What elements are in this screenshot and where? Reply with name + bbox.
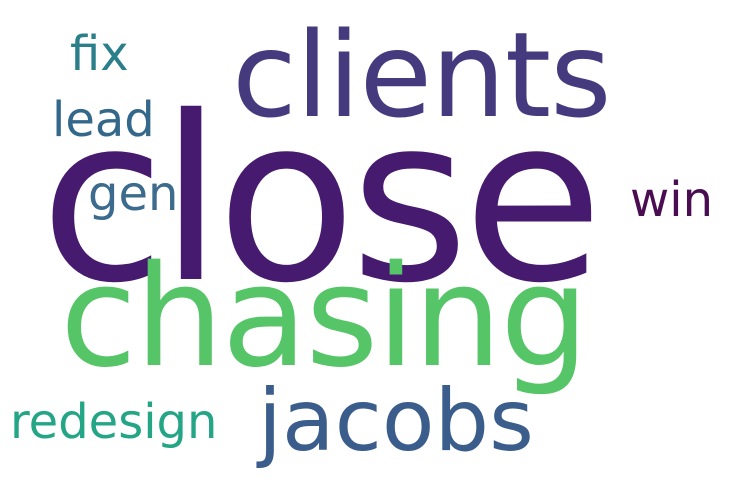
word-chasing: chasing bbox=[60, 236, 589, 399]
word-redesign: redesign bbox=[10, 394, 218, 450]
word-win: win bbox=[630, 172, 714, 228]
word-gen: gen bbox=[88, 166, 179, 222]
word-clients: clients bbox=[232, 6, 612, 144]
word-close: close bbox=[40, 67, 603, 333]
word-jacobs: jacobs bbox=[258, 371, 534, 471]
word-lead: lead bbox=[52, 92, 155, 148]
word-fix: fix bbox=[70, 26, 129, 82]
